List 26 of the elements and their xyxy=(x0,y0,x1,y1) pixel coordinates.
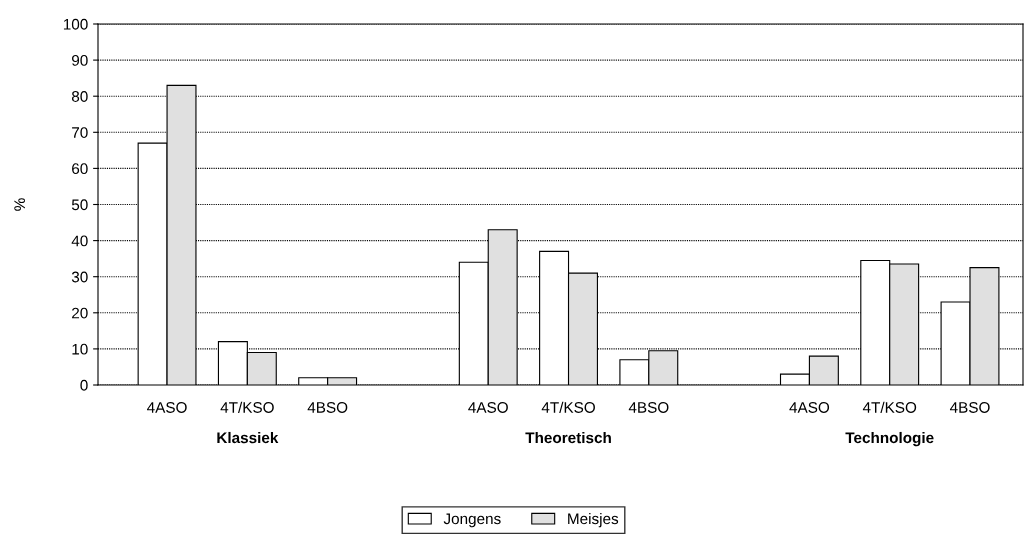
y-tick-label: 50 xyxy=(71,199,88,211)
y-tick-label: 10 xyxy=(72,343,88,355)
x-tick-label: 4BSO xyxy=(307,402,348,413)
y-tick-label: 80 xyxy=(71,91,88,102)
x-tick-label: 4T/KSO xyxy=(541,401,595,413)
x-tick-label: 4BSO xyxy=(949,402,990,413)
y-tick-label: 100 xyxy=(63,18,88,30)
x-tick-label: 4ASO xyxy=(147,402,187,413)
legend-label: Meisjes xyxy=(568,512,619,528)
y-tick-label: 60 xyxy=(72,163,88,175)
x-tick-label: 4ASO xyxy=(789,402,830,413)
legend-label: Jongens xyxy=(443,513,501,528)
x-tick-label: 4T/KSO xyxy=(220,401,274,413)
y-tick-label: 70 xyxy=(72,127,88,138)
text: Technologie xyxy=(845,431,934,447)
y-tick-label: 40 xyxy=(71,235,88,247)
text: Theoretisch xyxy=(525,431,611,444)
y-axis-title: % xyxy=(14,198,25,211)
text: Klassiek xyxy=(217,431,279,444)
x-tick-label: 4T/KSO xyxy=(862,401,917,413)
x-tick-label: 4ASO xyxy=(468,402,508,413)
y-tick-label: 0 xyxy=(80,379,88,391)
y-tick-label: 20 xyxy=(72,307,88,319)
x-tick-label: 4BSO xyxy=(628,402,669,413)
y-tick-label: 30 xyxy=(71,271,88,283)
y-tick-label: 90 xyxy=(72,54,88,66)
